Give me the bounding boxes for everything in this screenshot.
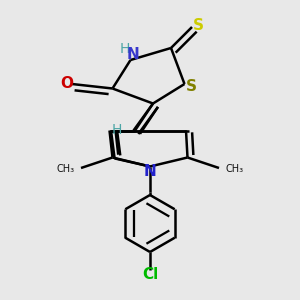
Text: Cl: Cl (142, 267, 158, 282)
Text: CH₃: CH₃ (56, 164, 74, 175)
Text: N: N (144, 164, 156, 179)
Text: N: N (127, 47, 139, 62)
Text: CH₃: CH₃ (226, 164, 244, 175)
Text: S: S (186, 79, 196, 94)
Text: S: S (193, 18, 204, 33)
Text: H: H (119, 42, 130, 56)
Text: O: O (60, 76, 73, 92)
Text: H: H (112, 123, 122, 137)
